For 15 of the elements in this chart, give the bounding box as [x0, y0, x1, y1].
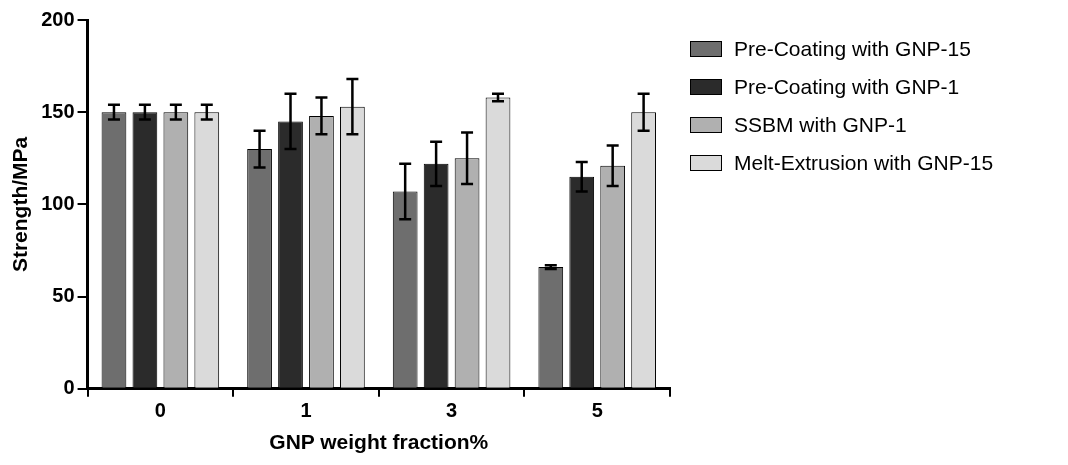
legend-label: SSBM with GNP-1 — [734, 113, 907, 137]
y-tick-label: 200 — [41, 7, 75, 30]
legend-label: Pre-Coating with GNP-1 — [734, 75, 960, 99]
y-tick-label: 50 — [52, 284, 75, 307]
y-axis-title: Strength/MPa — [8, 136, 32, 273]
y-tick-label: 100 — [41, 191, 75, 214]
legend-label: Melt-Extrusion with GNP-15 — [734, 151, 994, 175]
y-tick-label: 150 — [41, 99, 75, 122]
x-tick-label: 0 — [154, 399, 166, 422]
x-tick-label: 5 — [591, 399, 603, 422]
legend-label: Pre-Coating with GNP-15 — [734, 37, 971, 61]
x-tick-label: 1 — [300, 399, 312, 422]
y-tick-label: 0 — [63, 376, 75, 399]
x-axis-title: GNP weight fraction% — [269, 430, 489, 454]
x-tick-label: 3 — [446, 399, 458, 422]
